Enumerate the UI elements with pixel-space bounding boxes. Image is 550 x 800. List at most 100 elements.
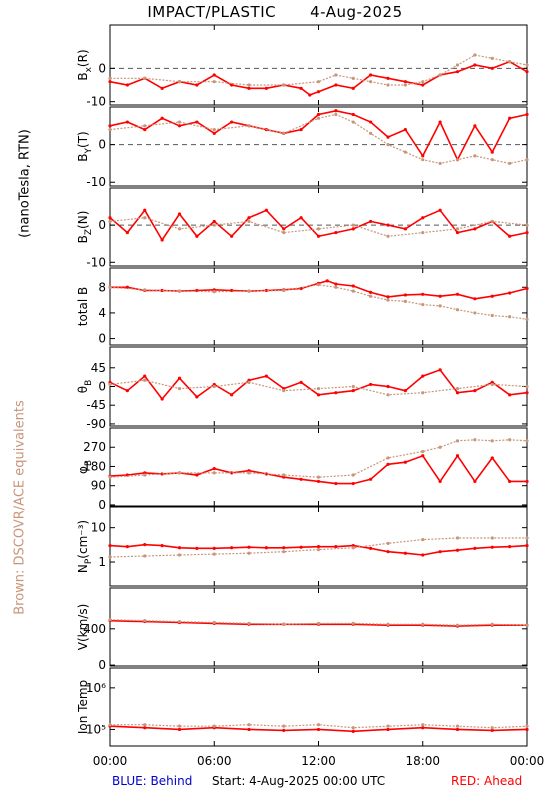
data-point-np-reference (490, 536, 494, 540)
data-point-np-ahead (455, 548, 460, 552)
data-point-theta-reference (316, 386, 321, 391)
data-point-bx-ahead (308, 93, 312, 97)
data-point-bx-reference (438, 73, 442, 77)
y-tick-label-phi: 270 (83, 440, 106, 454)
y-tick-label-v: 0 (98, 658, 106, 672)
data-point-bx-reference (247, 83, 251, 87)
data-point-btot-ahead (473, 297, 477, 301)
y-tick-label-v: 400 (83, 622, 106, 636)
data-point-btot-reference (473, 311, 477, 315)
data-point-phi-ahead (299, 477, 303, 481)
data-point-btot-reference (386, 298, 390, 302)
data-point-temp-ahead (316, 727, 321, 732)
data-point-bz-reference (386, 234, 390, 238)
data-point-by-reference (438, 161, 442, 166)
data-point-bx-ahead (316, 90, 321, 94)
data-point-np-reference (108, 555, 112, 559)
data-point-bx-ahead (264, 86, 268, 90)
data-point-bz-ahead (177, 212, 182, 216)
data-point-bz-ahead (525, 230, 529, 235)
data-point-theta-ahead (386, 384, 390, 389)
data-point-temp-ahead (143, 726, 147, 730)
data-point-temp-ahead (282, 728, 286, 732)
data-point-bz-ahead (247, 216, 251, 220)
data-point-phi-reference (490, 439, 494, 443)
data-point-theta-reference (212, 384, 216, 389)
data-point-temp-reference (490, 726, 494, 730)
panel-frame-temp (109, 667, 528, 747)
data-point-by-reference (334, 112, 338, 117)
data-point-bz-ahead (386, 223, 390, 227)
data-point-phi-ahead (386, 462, 390, 466)
data-point-v-reference (351, 621, 355, 625)
data-point-temp-reference (247, 723, 251, 727)
data-point-np-ahead (247, 545, 251, 549)
data-point-phi-reference (212, 471, 216, 475)
data-point-theta-reference (108, 382, 112, 387)
data-point-bz-reference (455, 227, 460, 231)
data-point-phi-ahead (455, 454, 460, 458)
data-point-theta-ahead (334, 391, 338, 395)
data-point-btot-reference (212, 290, 216, 294)
data-point-theta-reference (386, 393, 390, 397)
data-point-by-ahead (108, 124, 112, 128)
data-point-by-reference (490, 158, 494, 162)
data-point-btot-reference (351, 289, 355, 293)
data-point-by-reference (143, 124, 147, 128)
data-point-bx-ahead (160, 86, 164, 90)
data-point-phi-reference (508, 438, 512, 442)
data-point-btot-reference (490, 313, 494, 318)
data-point-phi-ahead (195, 473, 199, 477)
data-point-temp-ahead (177, 727, 182, 732)
series-line-by-reference (109, 113, 528, 165)
data-point-bz-ahead (125, 230, 129, 235)
data-point-bx-ahead (230, 83, 234, 87)
data-point-temp-reference (177, 724, 182, 728)
data-point-np-reference (316, 547, 321, 552)
y-tick-label-theta: 0 (98, 380, 106, 394)
data-point-theta-reference (525, 384, 529, 389)
data-point-btot-ahead (508, 291, 512, 295)
data-point-btot-ahead (525, 286, 529, 291)
y-tick-label-btot: 4 (98, 306, 106, 320)
data-point-by-ahead (143, 127, 147, 132)
data-point-by-reference (455, 158, 460, 162)
data-point-bz-ahead (403, 227, 407, 231)
x-tick-label: 12:00 (301, 754, 336, 768)
data-point-np-ahead (195, 546, 199, 550)
data-point-bx-ahead (455, 70, 460, 74)
data-point-bx-ahead (247, 86, 251, 90)
data-point-theta-ahead (125, 389, 129, 393)
data-point-v-reference (490, 622, 494, 626)
data-point-bz-ahead (334, 230, 338, 235)
data-point-np-ahead (160, 544, 164, 548)
data-point-btot-ahead (351, 284, 355, 288)
data-point-bx-reference (473, 53, 477, 57)
y-tick-label-bx: 0 (98, 61, 106, 75)
data-point-theta-ahead (143, 374, 147, 378)
data-point-phi-reference (108, 475, 112, 479)
data-point-by-reference (369, 131, 373, 135)
data-point-bz-ahead (282, 227, 286, 231)
data-point-by-reference (473, 154, 477, 158)
data-point-bx-ahead (369, 73, 373, 77)
data-point-temp-reference (386, 724, 390, 728)
data-point-temp-ahead (490, 728, 494, 732)
data-point-by-reference (386, 143, 390, 147)
start-time: Start: 4-Aug-2025 00:00 UTC (212, 774, 386, 788)
data-point-np-reference (143, 554, 147, 558)
data-point-np-ahead (108, 544, 112, 548)
data-point-theta-reference (177, 386, 182, 391)
data-point-phi-reference (525, 439, 529, 443)
data-point-theta-ahead (455, 391, 460, 395)
data-point-btot-reference (143, 288, 147, 292)
data-point-btot-ahead (403, 293, 407, 297)
data-point-phi-ahead (160, 472, 164, 476)
y-tick-label-btot: 0 (98, 332, 106, 346)
x-tick-label: 18:00 (405, 754, 440, 768)
data-point-np-ahead (490, 545, 494, 549)
data-point-np-ahead (421, 553, 425, 557)
data-point-bz-ahead (299, 216, 303, 220)
data-point-theta-ahead (525, 391, 529, 395)
data-point-bz-reference (247, 219, 251, 224)
